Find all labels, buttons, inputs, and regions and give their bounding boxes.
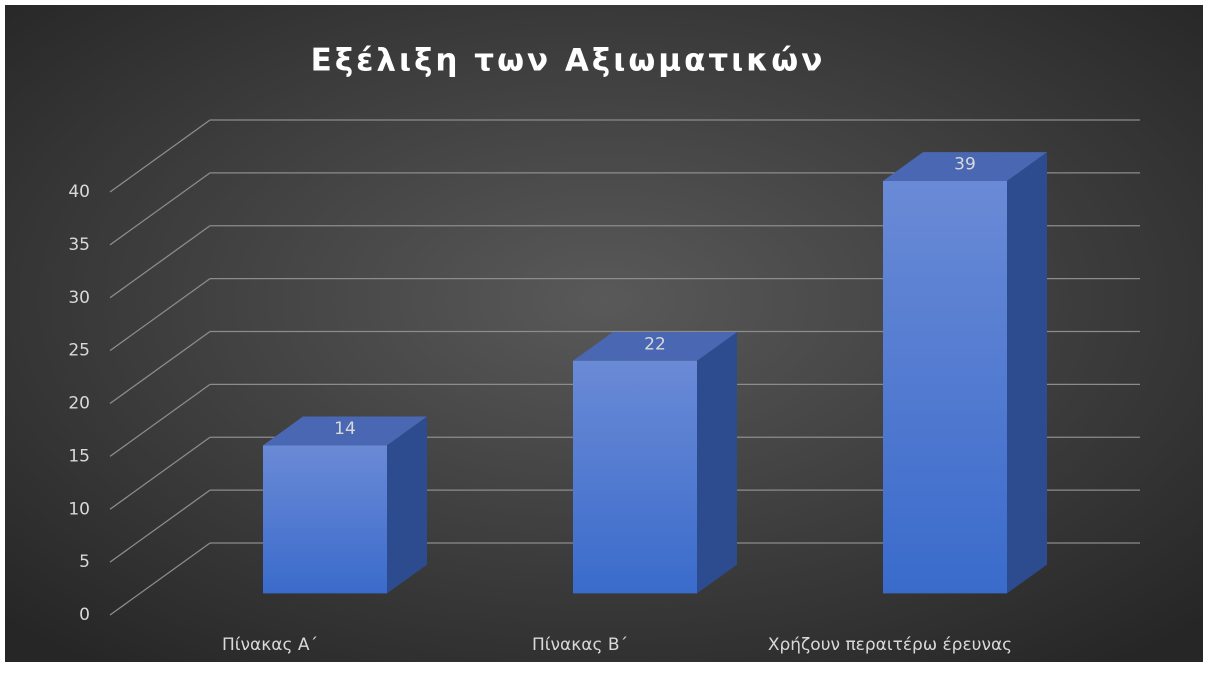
bar bbox=[263, 416, 427, 594]
y-tick-label: 35 bbox=[68, 235, 90, 255]
y-tick-label: 5 bbox=[79, 552, 90, 572]
data-label: 14 bbox=[334, 419, 356, 439]
x-tick-label: Χρήζουν περαιτέρω έρευνας bbox=[768, 635, 1012, 655]
bar-front bbox=[573, 360, 697, 594]
y-tick-label: 0 bbox=[79, 605, 90, 625]
bar-side bbox=[1007, 152, 1047, 594]
grid-line bbox=[109, 278, 211, 352]
data-label: 22 bbox=[644, 334, 666, 354]
y-tick-label: 25 bbox=[68, 341, 90, 361]
grid-line bbox=[109, 542, 211, 616]
bar-top bbox=[263, 416, 427, 446]
y-tick-label: 30 bbox=[68, 288, 90, 308]
grid-line bbox=[109, 330, 211, 405]
y-tick-label: 40 bbox=[68, 182, 90, 202]
x-tick-label: Πίνακας Α΄ bbox=[222, 635, 318, 655]
bar-side bbox=[387, 416, 427, 594]
bar-top bbox=[573, 331, 737, 361]
x-tick-label: Πίνακας Β΄ bbox=[532, 635, 628, 655]
y-tick-label: 15 bbox=[68, 446, 90, 466]
grid-line bbox=[109, 172, 211, 246]
chart-title: Εξέλιξη των Αξιωματικών bbox=[311, 43, 826, 79]
bar-top bbox=[883, 152, 1047, 181]
grid-line bbox=[109, 225, 211, 299]
grid-line bbox=[109, 119, 211, 193]
data-label: 39 bbox=[954, 155, 976, 175]
bar-side bbox=[697, 331, 737, 594]
bar-front bbox=[263, 445, 387, 594]
y-tick-label: 20 bbox=[68, 394, 90, 414]
grid-line bbox=[109, 383, 211, 457]
bar-front bbox=[883, 180, 1007, 594]
grid-line bbox=[109, 436, 211, 510]
grid-line bbox=[109, 489, 211, 563]
bar bbox=[883, 152, 1047, 594]
bar bbox=[573, 331, 737, 594]
y-tick-label: 10 bbox=[68, 499, 90, 519]
